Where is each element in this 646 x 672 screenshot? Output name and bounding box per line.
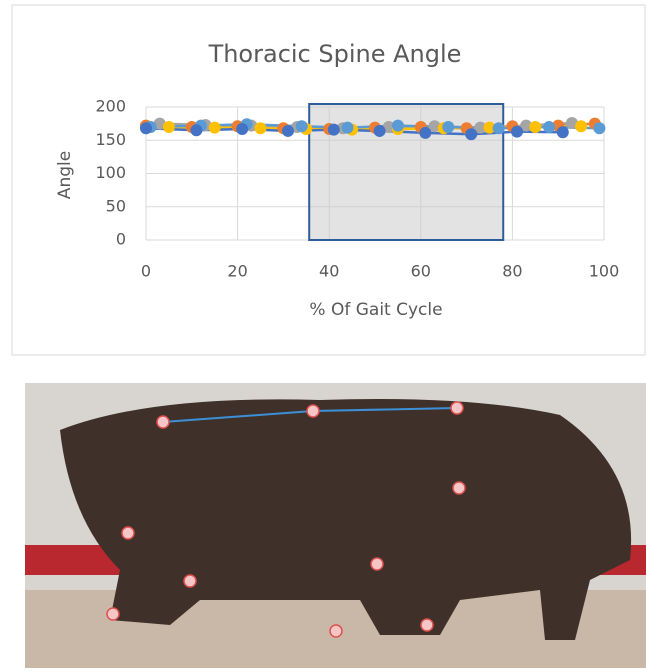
keypoint [452, 481, 466, 495]
data-point [428, 120, 441, 133]
data-point [593, 122, 606, 135]
chart-title: Thoracic Spine Angle [208, 40, 462, 68]
x-tick-label: 40 [319, 262, 339, 281]
data-point [465, 128, 478, 141]
cat [60, 399, 632, 640]
keypoint [450, 401, 464, 415]
plot-area: 0 50 100 150 200 0 20 40 60 80 100 [95, 97, 619, 281]
x-tick-label: 0 [141, 262, 151, 281]
data-point [190, 124, 203, 137]
data-point [140, 122, 152, 135]
x-tick-label: 60 [411, 262, 431, 281]
keypoint [183, 574, 197, 588]
data-point [565, 116, 578, 129]
y-tick-label: 150 [95, 130, 126, 149]
data-point [281, 124, 294, 137]
data-point [474, 121, 487, 134]
data-point [295, 120, 308, 133]
data-point [556, 126, 569, 139]
keypoint [156, 415, 170, 429]
x-tick-label: 80 [502, 262, 522, 281]
data-point [543, 120, 556, 133]
data-point [483, 121, 496, 134]
keypoint [329, 624, 343, 638]
keypoint [106, 607, 120, 621]
keypoint [420, 618, 434, 632]
data-point [391, 119, 404, 132]
data-point [153, 117, 166, 130]
keypoint [306, 404, 320, 418]
data-point [254, 122, 267, 135]
x-tick-label: 100 [589, 262, 620, 281]
video-frame [25, 383, 646, 668]
y-tick-label: 200 [95, 97, 126, 116]
data-point [373, 124, 386, 137]
keypoint [121, 526, 135, 540]
keypoints [106, 401, 466, 638]
y-tick-label: 0 [116, 230, 126, 249]
data-point [529, 120, 542, 133]
y-tick-label: 100 [95, 163, 126, 182]
data-point [492, 122, 505, 135]
highlight-region [308, 103, 505, 241]
data-point [162, 120, 175, 133]
data-point [510, 125, 523, 138]
keypoint [370, 557, 384, 571]
data-point [327, 123, 340, 136]
x-tick-label: 20 [227, 262, 247, 281]
y-tick-label: 50 [106, 196, 126, 215]
data-point [419, 126, 432, 139]
data-point [575, 120, 588, 133]
data-point [382, 120, 395, 133]
data-point [442, 120, 455, 133]
data-point [520, 119, 533, 132]
y-axis-label: Angle [55, 151, 75, 199]
data-point [236, 122, 249, 135]
data-point [341, 121, 354, 134]
x-axis-label: % Of Gait Cycle [309, 300, 442, 320]
data-point [208, 121, 221, 134]
